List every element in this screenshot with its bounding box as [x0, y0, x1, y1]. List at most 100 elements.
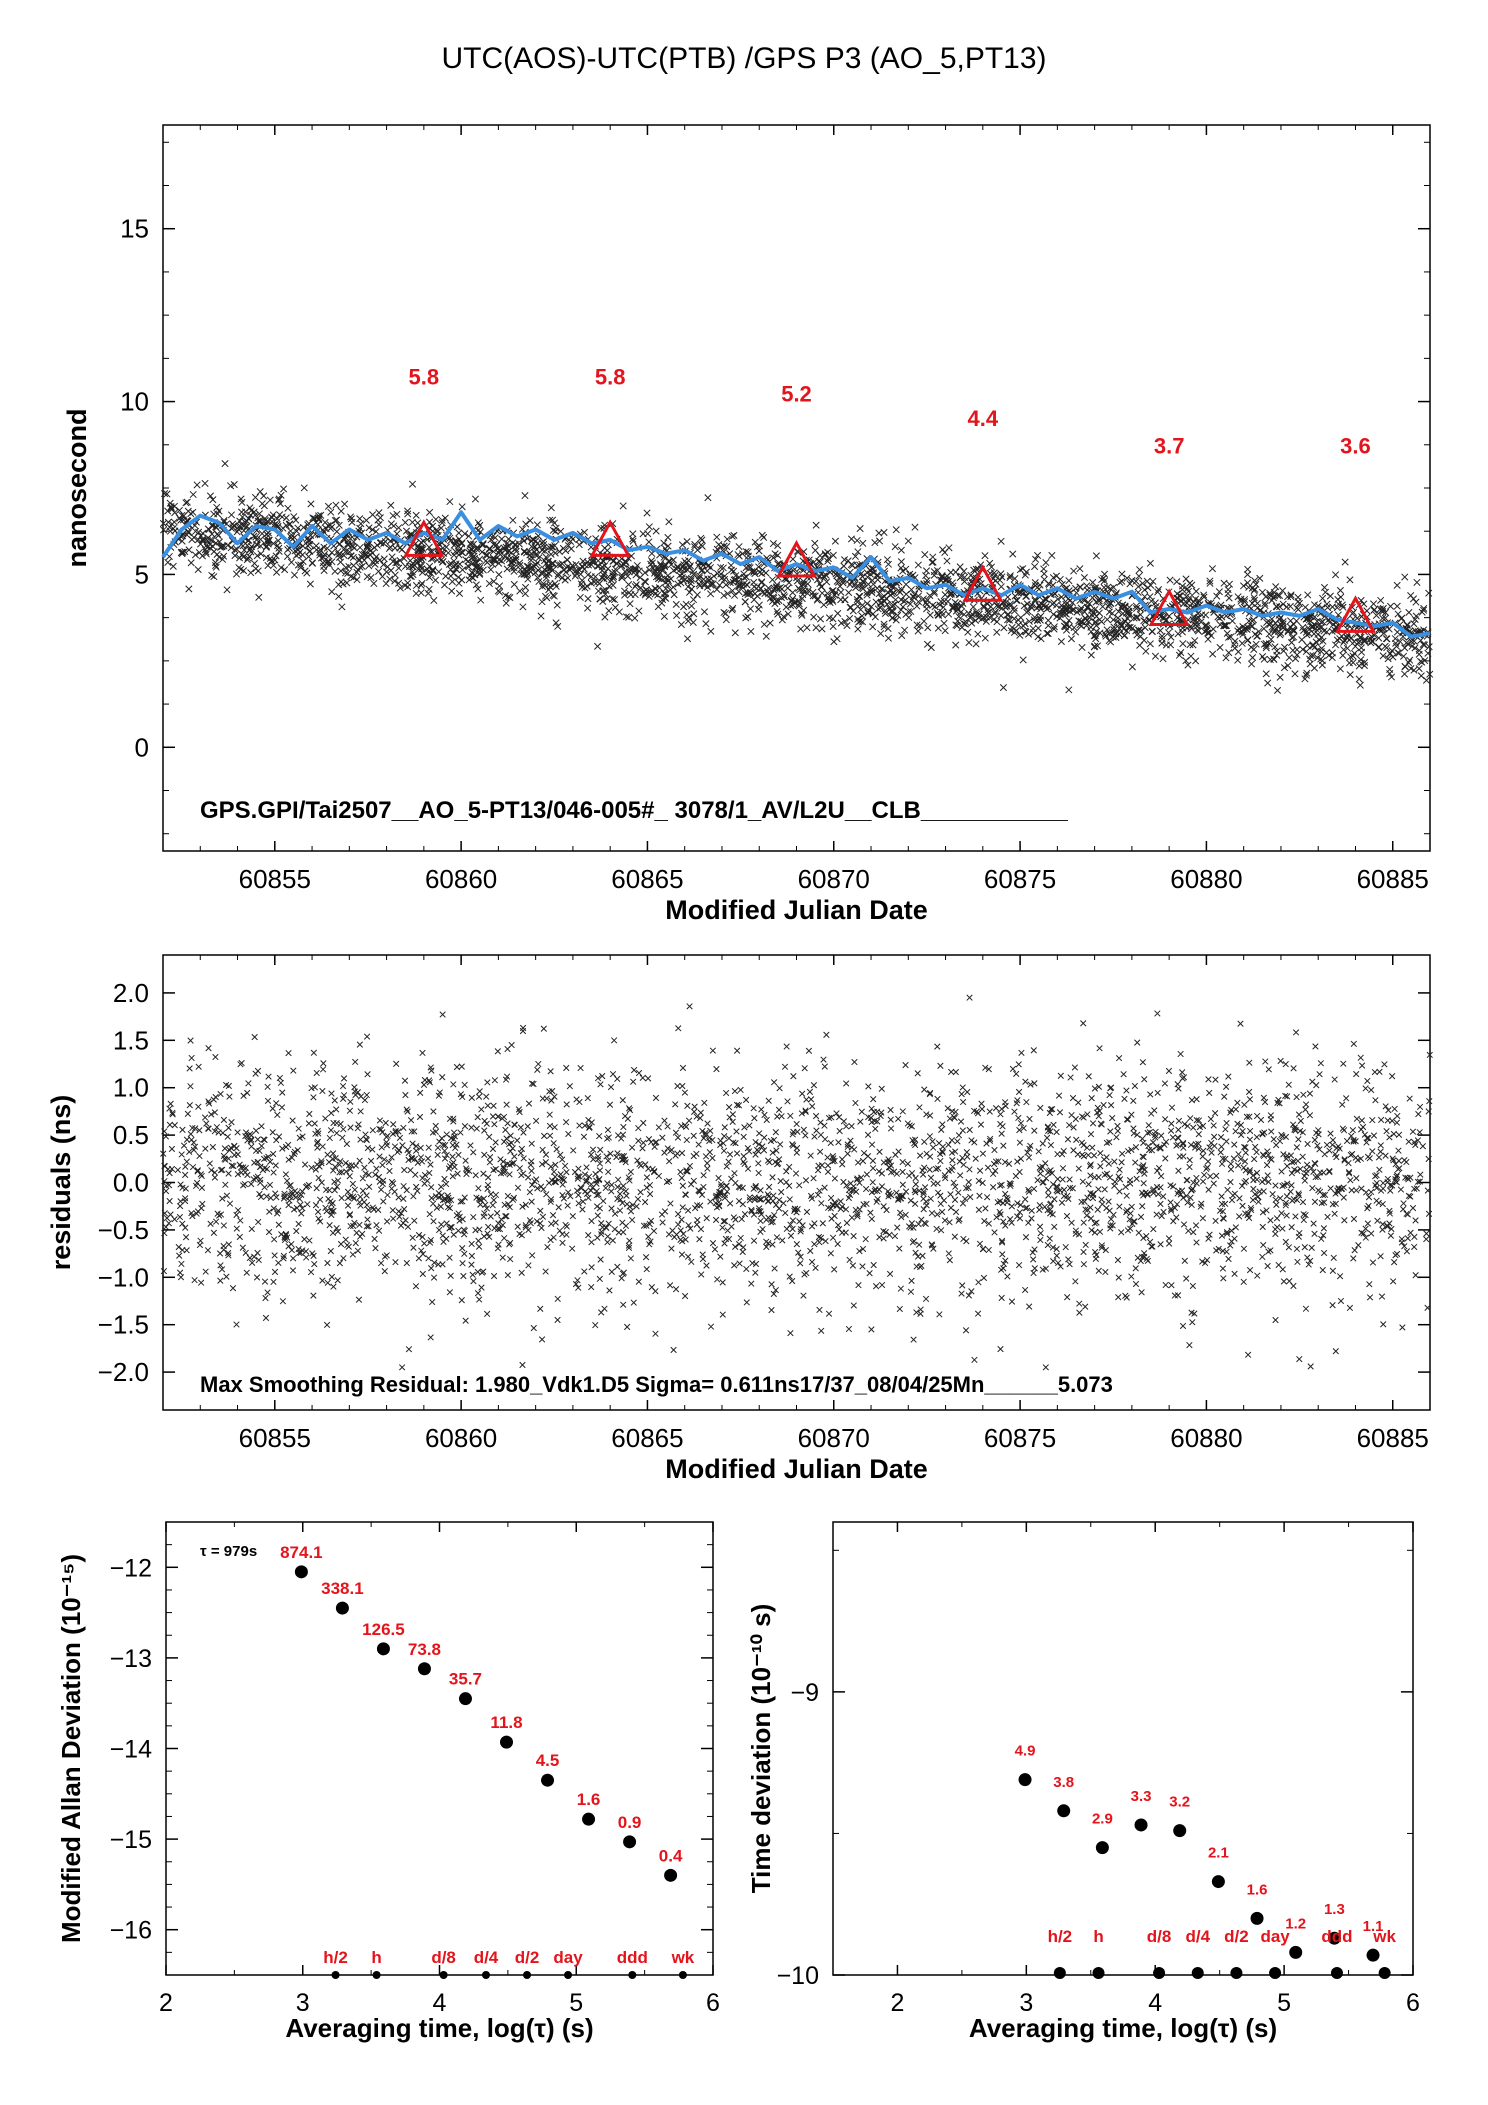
residual-point	[255, 1218, 262, 1226]
data-point	[221, 460, 229, 468]
residual-point	[1106, 1091, 1113, 1099]
residual-point	[401, 1166, 408, 1174]
data-point	[541, 547, 549, 555]
residual-point	[520, 1155, 527, 1162]
data-point	[945, 544, 953, 552]
residual-point	[1173, 1214, 1180, 1221]
residual-point	[1362, 1225, 1369, 1232]
residual-point	[1382, 1103, 1389, 1110]
residual-point	[802, 1177, 810, 1184]
data-point	[1284, 593, 1292, 601]
data-point	[554, 572, 562, 580]
data-point	[1042, 559, 1050, 567]
data-point	[990, 616, 998, 624]
data-point	[1258, 652, 1267, 661]
residual-point	[1190, 1229, 1197, 1236]
residual-point	[914, 1070, 921, 1077]
residual-point	[199, 1200, 206, 1208]
data-point	[378, 572, 387, 581]
data-point	[554, 570, 562, 578]
data-point	[1319, 594, 1327, 602]
residual-point	[1267, 1247, 1274, 1254]
data-point	[766, 619, 774, 627]
data-point	[631, 591, 639, 599]
residual-point	[525, 1262, 532, 1269]
data-point	[1244, 565, 1252, 573]
data-point	[940, 619, 948, 627]
data-point	[618, 571, 626, 580]
residual-point	[1060, 1186, 1068, 1193]
residual-point	[528, 1198, 535, 1205]
residual-point	[737, 1234, 744, 1242]
data-point	[350, 562, 358, 570]
residual-point	[643, 1184, 650, 1191]
data-point	[793, 577, 801, 585]
data-point	[1004, 616, 1012, 624]
data-point	[396, 557, 404, 565]
residual-point	[529, 1252, 536, 1259]
data-point	[631, 582, 639, 591]
residual-point	[498, 1216, 505, 1223]
data-point	[837, 596, 845, 604]
residual-point	[1272, 1316, 1279, 1324]
residual-point	[730, 1214, 737, 1221]
data-point	[618, 573, 626, 582]
residual-point	[588, 1283, 595, 1291]
residual-point	[524, 1174, 532, 1181]
x-tick-label: 60885	[1357, 1423, 1429, 1453]
residual-point	[1245, 1088, 1253, 1096]
data-point	[1372, 611, 1380, 619]
residual-point	[608, 1181, 615, 1189]
data-point	[363, 543, 371, 551]
data-point	[730, 531, 738, 539]
data-point	[516, 559, 524, 567]
data-point	[279, 524, 287, 532]
data-point	[760, 533, 768, 541]
data-point	[964, 628, 972, 636]
residual-point	[997, 1266, 1005, 1273]
residual-point	[333, 1106, 340, 1113]
residual-point	[933, 1225, 940, 1233]
chart-annotation: GPS.GPI/Tai2507__AO_5-PT13/046-005#_ 307…	[200, 797, 1068, 824]
residual-point	[723, 1182, 730, 1189]
data-point	[1118, 570, 1126, 578]
data-point	[677, 579, 685, 587]
residual-point	[733, 1047, 741, 1054]
data-point	[1267, 635, 1275, 644]
data-point	[395, 524, 403, 532]
data-point	[1231, 637, 1239, 645]
residual-point	[1201, 1171, 1208, 1179]
data-point	[673, 611, 681, 620]
residual-point	[783, 1179, 790, 1186]
data-point	[1357, 656, 1365, 664]
residual-point	[1339, 1101, 1346, 1108]
data-point	[880, 620, 888, 628]
data-point	[707, 579, 715, 588]
data-point	[1276, 673, 1284, 681]
residual-point	[855, 1281, 862, 1289]
residual-point	[583, 1164, 590, 1171]
data-point	[250, 559, 259, 567]
data-point	[468, 573, 476, 581]
residual-point	[1207, 1115, 1215, 1123]
residual-point	[1397, 1186, 1405, 1193]
data-point	[1103, 583, 1112, 591]
residual-point	[957, 1118, 965, 1125]
residual-point	[162, 1187, 170, 1195]
residual-point	[915, 1241, 923, 1248]
residual-point	[1053, 1252, 1060, 1259]
residual-point	[439, 1074, 446, 1081]
data-point	[938, 611, 947, 619]
residual-point	[1417, 1171, 1424, 1178]
data-point	[662, 554, 670, 562]
data-point	[730, 567, 738, 575]
data-point	[324, 502, 333, 510]
residual-point	[786, 1182, 793, 1190]
data-point	[1016, 631, 1024, 639]
data-point	[275, 544, 283, 552]
residual-point	[874, 1108, 881, 1115]
residual-point	[428, 1184, 435, 1191]
residual-point	[891, 1232, 899, 1240]
residual-point	[620, 1301, 627, 1308]
